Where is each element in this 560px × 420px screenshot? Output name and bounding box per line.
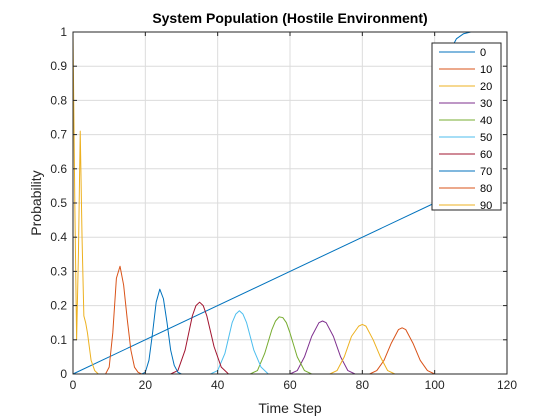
legend-label-70: 70	[480, 166, 492, 178]
tick-labels: 0 20 40 60 80 100 12000.10.20.30.40.50.60.70.8…	[50, 25, 517, 392]
x-tick-label: 40	[211, 378, 225, 392]
x-axis-label: Time Step	[258, 400, 321, 416]
x-tick-label: 20	[139, 378, 153, 392]
y-tick-label: 0.9	[50, 59, 67, 73]
legend-label-0: 0	[480, 47, 486, 59]
legend-label-60: 60	[480, 149, 492, 161]
legend-box	[431, 42, 502, 211]
series-line-50	[73, 310, 507, 375]
series-line-60	[73, 301, 507, 375]
y-tick-label: 0.7	[50, 128, 67, 142]
y-tick-label: 0.2	[50, 299, 67, 313]
legend-label-10: 10	[480, 64, 492, 76]
axis-ticks	[72, 31, 508, 375]
x-tick-label: 80	[356, 378, 370, 392]
y-tick-label: 0.5	[50, 196, 67, 210]
chart-title: System Population (Hostile Environment)	[152, 10, 427, 26]
y-tick-label: 1	[60, 25, 67, 39]
x-tick-label: 0	[70, 378, 77, 392]
y-tick-label: 0	[60, 367, 67, 381]
series-line-90	[73, 323, 507, 375]
series-line-80	[73, 327, 507, 375]
x-tick-label: 60	[283, 378, 297, 392]
legend-label-80: 80	[480, 183, 492, 195]
legend-label-20: 20	[480, 81, 492, 93]
y-tick-label: 0.4	[50, 230, 67, 244]
series-line-40	[73, 316, 507, 375]
x-tick-label: 120	[497, 378, 517, 392]
legend-label-90: 90	[480, 200, 492, 212]
y-tick-label: 0.1	[50, 333, 67, 347]
legend: 0 10 20 30 40 50 60 70 80 90	[431, 42, 502, 212]
legend-label-50: 50	[480, 132, 492, 144]
legend-label-30: 30	[480, 98, 492, 110]
x-tick-label: 100	[425, 378, 445, 392]
y-tick-label: 0.8	[50, 93, 67, 107]
legend-label-40: 40	[480, 115, 492, 127]
y-axis-label: Probability	[28, 170, 44, 235]
series-line-30	[73, 320, 507, 375]
legend-entries: 0 10 20 30 40 50 60 70 80 90	[439, 47, 492, 212]
series-line-70	[73, 288, 507, 375]
y-tick-label: 0.6	[50, 162, 67, 176]
y-tick-label: 0.3	[50, 264, 67, 278]
